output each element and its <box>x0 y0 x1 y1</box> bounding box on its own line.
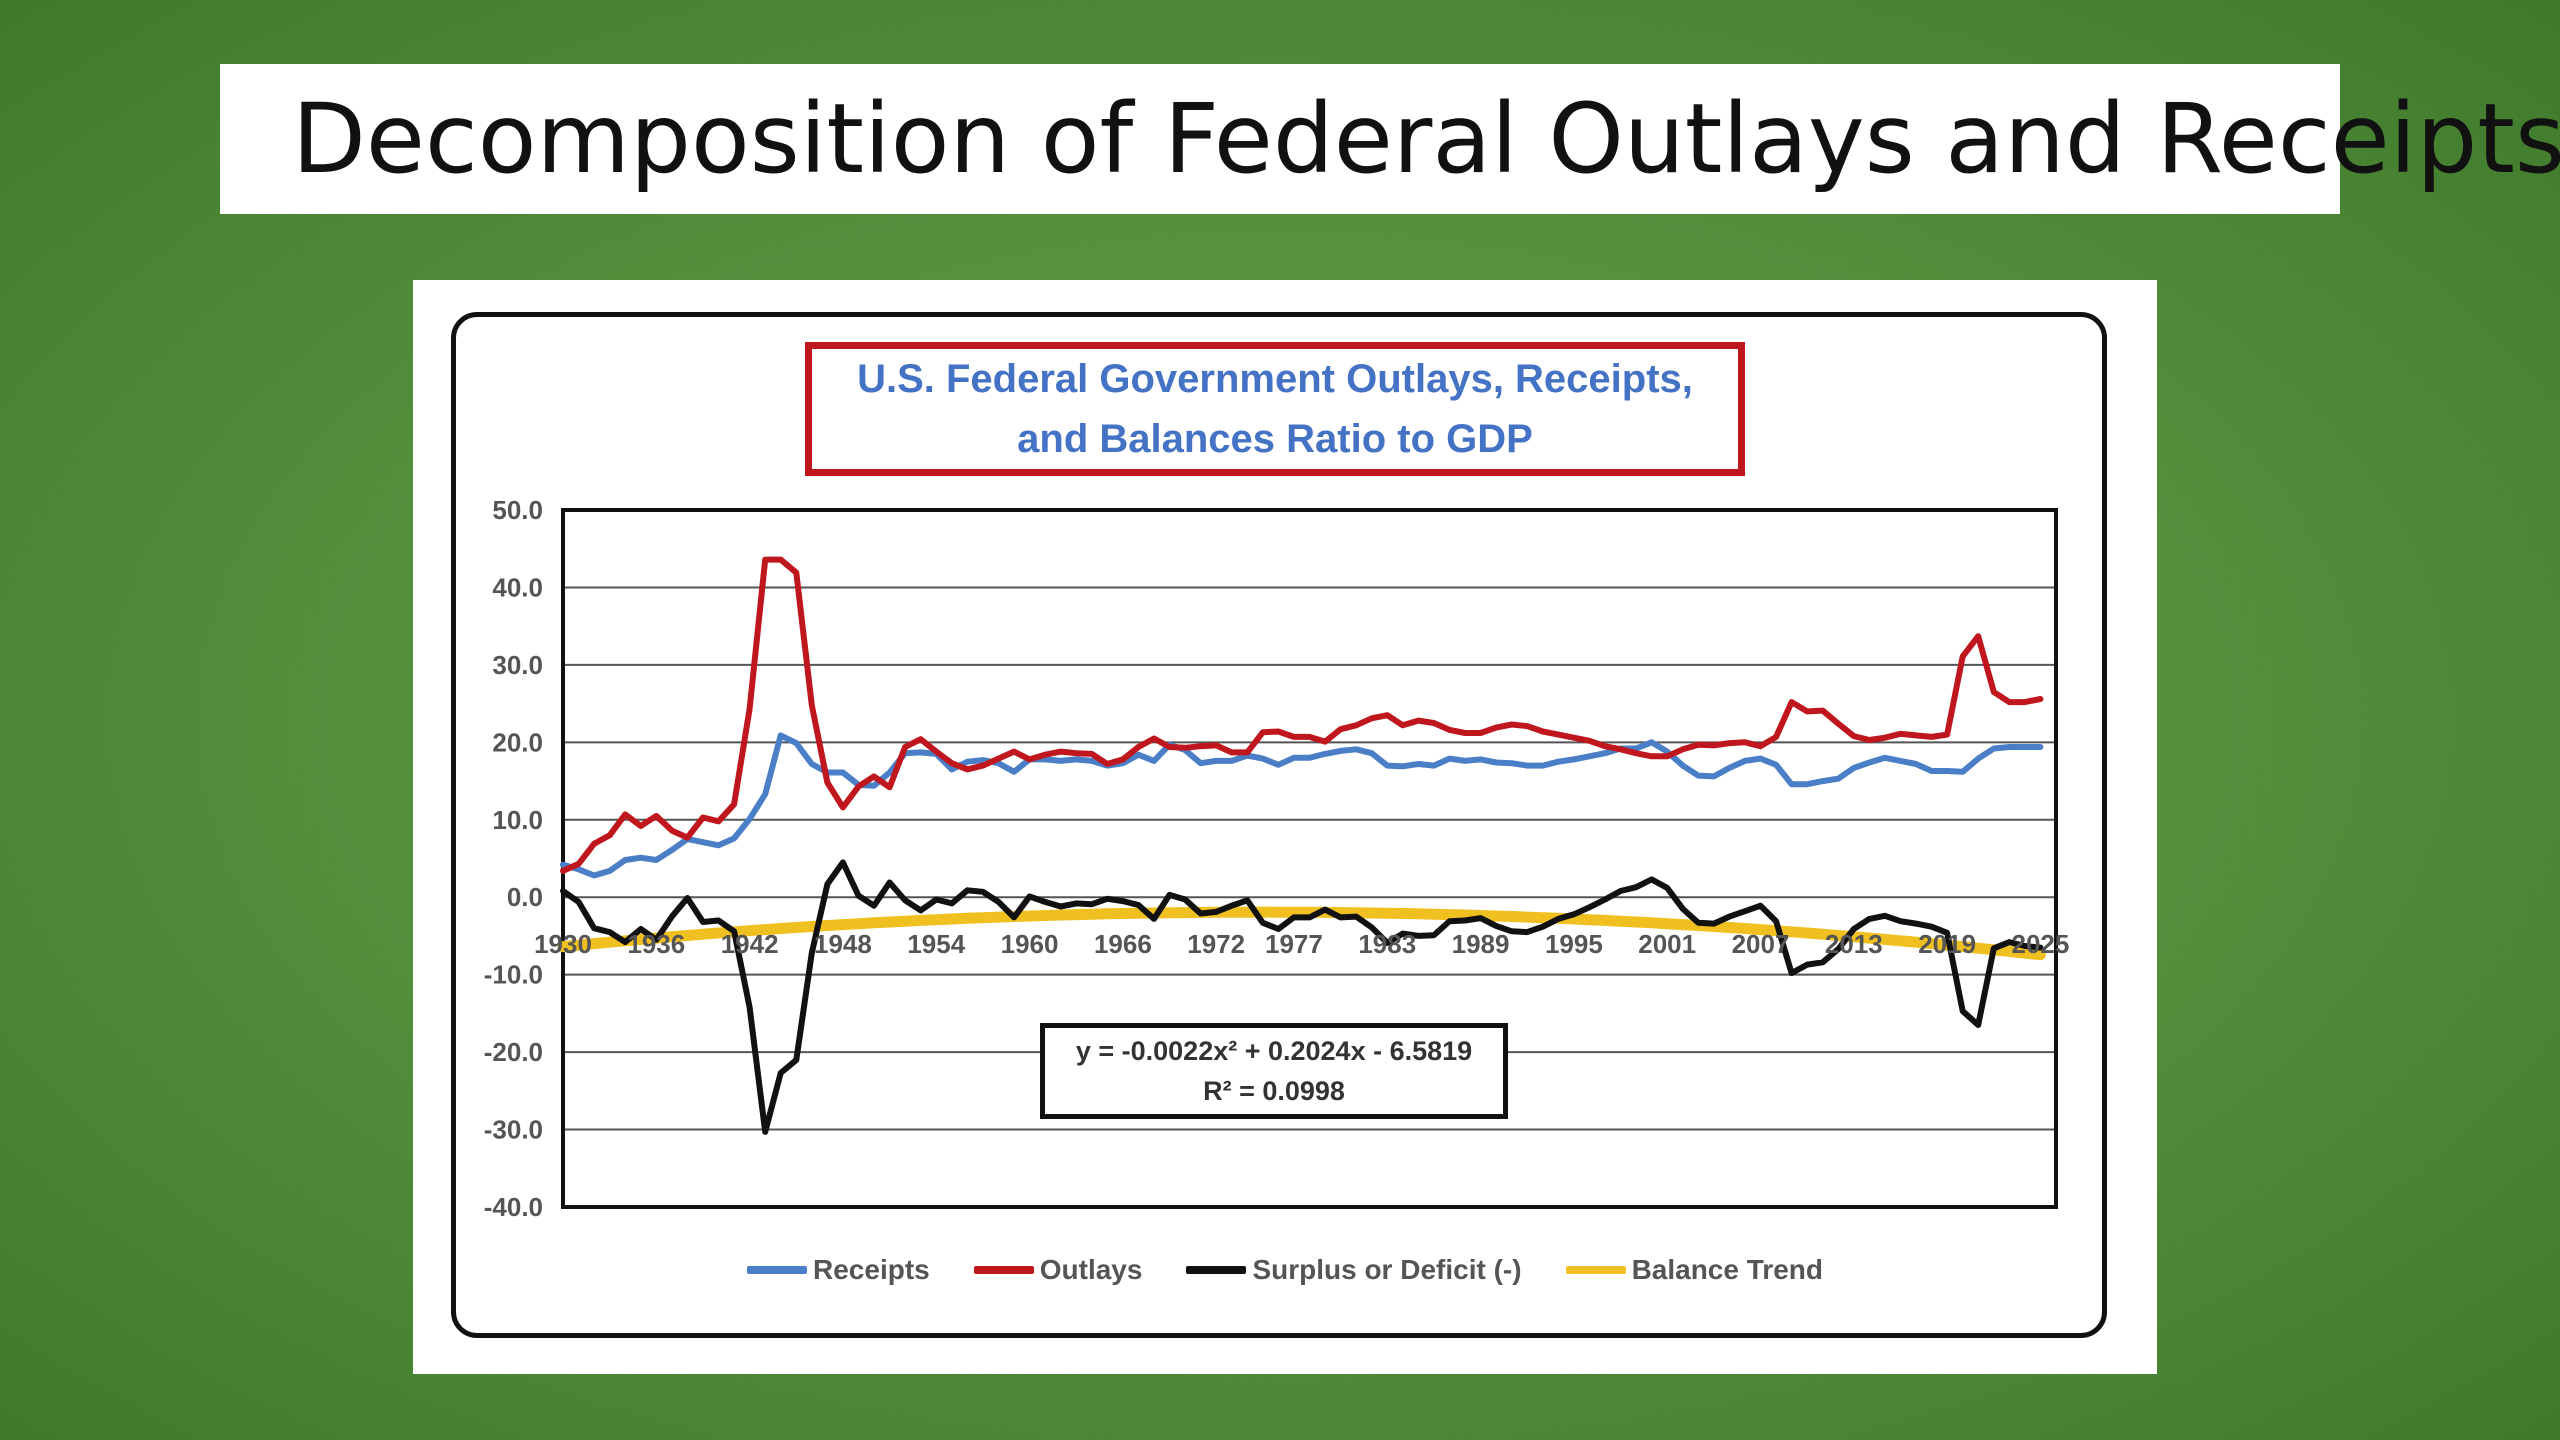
legend-swatch-trend <box>1565 1266 1626 1274</box>
trendline-r-squared: R² = 0.0998 <box>1203 1076 1345 1106</box>
legend-item-surplus: Surplus or Deficit (-) <box>1186 1254 1522 1286</box>
outlays-line <box>560 556 2044 874</box>
y-tick-label: 50.0 <box>492 495 543 525</box>
x-tick-label: 1930 <box>534 929 592 959</box>
legend-item-trend: Balance Trend <box>1565 1254 1823 1286</box>
legend-item-receipts: Receipts <box>747 1254 930 1286</box>
chart-plot: 50.0 40.0 30.0 20.0 10.0 0.0 -10.0 -20.0 -30.0 -4… <box>484 495 2070 1222</box>
x-tick-label: 2025 <box>2012 929 2070 959</box>
chart-frame <box>451 312 2107 1338</box>
y-tick-label: 30.0 <box>492 650 543 680</box>
legend-swatch-surplus <box>1186 1266 1247 1274</box>
trendline-equation-box: y = -0.0022x² + 0.2024x - 6.5819 R² = 0.… <box>1040 1023 1508 1119</box>
x-tick-label: 1972 <box>1187 929 1245 959</box>
chart-figure: 50.0 40.0 30.0 20.0 10.0 0.0 -10.0 -20.0 -30.0 -4… <box>413 280 2157 1374</box>
x-tick-label: 2007 <box>1732 929 1790 959</box>
surplus-deficit-line <box>560 859 2044 1135</box>
x-tick-label: 1983 <box>1358 929 1416 959</box>
legend-label-outlays: Outlays <box>1039 1254 1143 1285</box>
legend-item-outlays: Outlays <box>973 1254 1143 1286</box>
x-axis-ticks: 1930 1936 1942 1948 1954 1960 1966 1972 1977 1983… <box>534 929 2069 959</box>
x-tick-label: 2001 <box>1638 929 1696 959</box>
x-tick-label: 1966 <box>1094 929 1152 959</box>
x-tick-label: 2013 <box>1825 929 1883 959</box>
series-lines <box>557 556 2046 1135</box>
trendline-equation: y = -0.0022x² + 0.2024x - 6.5819 <box>1075 1036 1473 1066</box>
legend-swatch-outlays <box>973 1266 1034 1274</box>
x-tick-label: 1942 <box>721 929 779 959</box>
x-tick-label: 2019 <box>1918 929 1976 959</box>
y-tick-label: -30.0 <box>484 1115 543 1145</box>
legend-label-trend: Balance Trend <box>1631 1254 1823 1285</box>
y-tick-label: -10.0 <box>484 960 543 990</box>
y-tick-label: -40.0 <box>484 1192 543 1222</box>
x-tick-label: 1954 <box>907 929 965 959</box>
y-tick-label: 40.0 <box>492 572 543 602</box>
plot-area-border <box>561 508 2058 1209</box>
chart-title-line-1: U.S. Federal Government Outlays, Receipt… <box>857 357 1693 401</box>
x-tick-label: 1995 <box>1545 929 1603 959</box>
y-tick-label: -20.0 <box>484 1037 543 1067</box>
slide-title: Decomposition of Federal Outlays and Rec… <box>292 83 2560 195</box>
chart-title-box: U.S. Federal Government Outlays, Receipt… <box>805 342 1745 476</box>
balance-trend-line <box>557 906 2046 961</box>
y-tick-label: 10.0 <box>492 805 543 835</box>
x-tick-label: 1948 <box>814 929 872 959</box>
legend-swatch-receipts <box>747 1266 808 1274</box>
y-tick-label: 20.0 <box>492 727 543 757</box>
y-axis-ticks: 50.0 40.0 30.0 20.0 10.0 0.0 -10.0 -20.0 -30.0 -4… <box>484 495 543 1222</box>
x-tick-label: 1989 <box>1452 929 1510 959</box>
slide-title-box: Decomposition of Federal Outlays and Rec… <box>220 64 2560 214</box>
chart-legend: Receipts Outlays Surplus or Deficit (-) … <box>413 1250 2157 1290</box>
legend-label-surplus: Surplus or Deficit (-) <box>1252 1254 1522 1285</box>
chart-title-line-2: and Balances Ratio to GDP <box>1017 417 1533 461</box>
x-tick-label: 1960 <box>1001 929 1059 959</box>
x-tick-label: 1977 <box>1265 929 1323 959</box>
receipts-line <box>560 732 2044 879</box>
legend-label-receipts: Receipts <box>813 1254 930 1285</box>
x-tick-label: 1936 <box>627 929 685 959</box>
y-tick-label: 0.0 <box>507 882 543 912</box>
